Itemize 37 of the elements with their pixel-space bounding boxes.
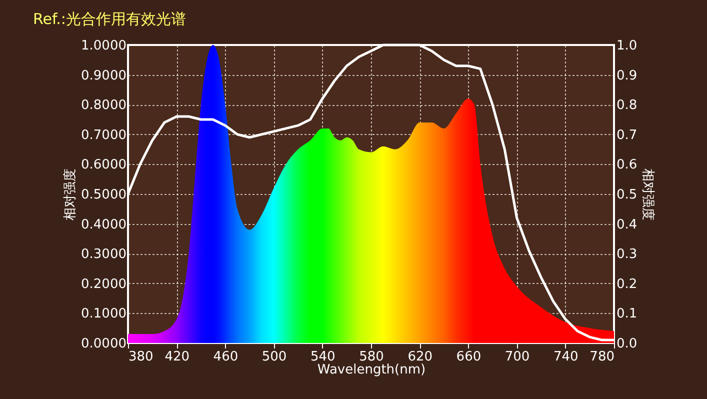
y2-tick-label: 0.2 [616, 276, 638, 292]
x-tick-label: 380 [128, 350, 154, 364]
y-tick-label: 0.1000 [81, 306, 126, 322]
y-tick-label: 0.6000 [81, 158, 126, 173]
y-tick-label: 0.3000 [81, 247, 126, 262]
x-tick-label: 780 [590, 350, 614, 364]
y2-tick-label: 0.6 [616, 158, 638, 173]
x-tick-label: 460 [213, 350, 238, 364]
y2-tick-label: 0.0 [616, 336, 638, 352]
x-tick-label: 540 [310, 350, 336, 364]
y-tick-label: 0.5000 [81, 188, 126, 202]
y-tick-label: 0.8000 [81, 98, 126, 114]
y-tick-label: 0.2000 [81, 276, 126, 292]
y2-tick-label: 0.8 [616, 98, 638, 114]
y2-tick-label: 0.1 [616, 306, 638, 322]
y2-tick-label: 0.3 [616, 247, 638, 262]
x-tick-label: 580 [359, 350, 384, 364]
y-tick-label: 0.7000 [81, 128, 126, 143]
y2-tick-label: 0.5 [616, 188, 638, 202]
y-axis-title: 相对强度 [62, 168, 78, 220]
chart-title: Ref.:光合作用有效光谱 [33, 10, 186, 28]
y-tick-label: 0.4000 [81, 217, 126, 232]
y2-tick-label: 1.0 [616, 38, 638, 54]
y2-axis-title: 相对强度 [640, 168, 656, 220]
x-tick-label: 740 [553, 350, 578, 364]
x-tick-label: 660 [456, 350, 482, 364]
y-tick-label: 0.9000 [81, 68, 126, 84]
y-tick-label: 1.0000 [81, 38, 126, 54]
x-tick-label: 700 [504, 350, 530, 364]
x-tick-label: 620 [408, 350, 433, 364]
x-tick-label: 420 [164, 350, 190, 364]
y2-tick-label: 0.4 [616, 217, 638, 232]
x-tick-label: 500 [262, 350, 287, 364]
y2-tick-label: 0.7 [616, 128, 638, 143]
y2-tick-label: 0.9 [616, 68, 638, 84]
x-axis-title: Wavelength(nm) [317, 362, 426, 378]
y-tick-label: 0.0000 [81, 336, 126, 352]
